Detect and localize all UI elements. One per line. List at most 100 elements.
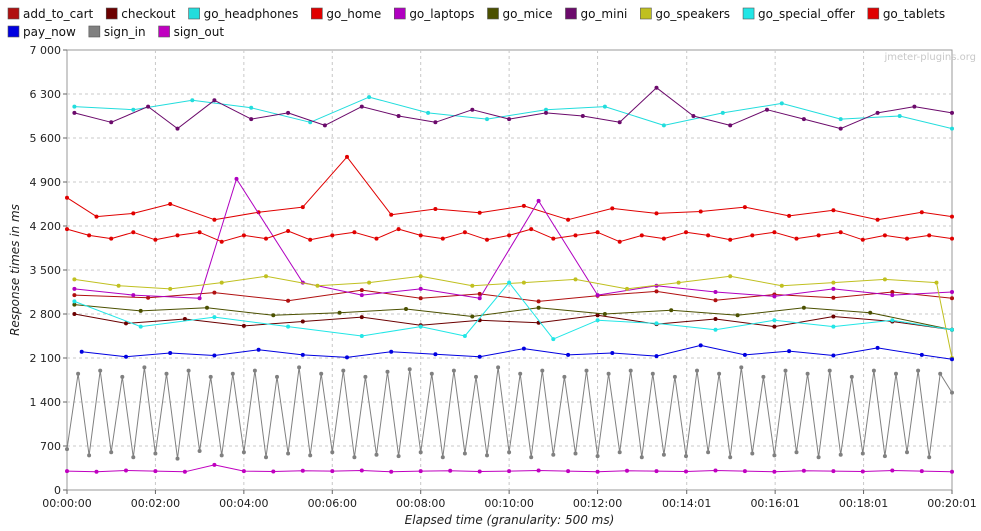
- data-point: [871, 368, 876, 373]
- data-point: [477, 210, 482, 215]
- data-point: [838, 126, 843, 131]
- data-point: [868, 310, 873, 315]
- data-point: [418, 233, 423, 238]
- data-point: [175, 233, 180, 238]
- data-point: [212, 290, 217, 295]
- data-point: [72, 277, 77, 282]
- data-point: [72, 293, 77, 298]
- data-point: [617, 239, 622, 244]
- data-point: [396, 454, 401, 459]
- data-point: [783, 368, 788, 373]
- series-go-laptops: [72, 176, 954, 301]
- data-point: [912, 104, 917, 109]
- data-point: [750, 451, 755, 456]
- series-line: [74, 282, 953, 340]
- data-point: [595, 313, 600, 318]
- data-point: [65, 227, 69, 232]
- data-point: [131, 230, 136, 235]
- series-go-home: [65, 154, 954, 222]
- data-point: [300, 319, 305, 324]
- data-point: [507, 280, 512, 285]
- data-point: [234, 176, 239, 181]
- data-point: [345, 355, 349, 360]
- data-point: [919, 210, 924, 215]
- data-point: [175, 126, 180, 131]
- data-point: [433, 120, 438, 125]
- legend-label: pay_now: [23, 25, 76, 39]
- data-point: [164, 371, 169, 376]
- data-point: [540, 368, 545, 373]
- legend-swatch: [311, 7, 323, 20]
- data-point: [580, 114, 585, 118]
- legend-label: go_tablets: [883, 7, 945, 21]
- data-point: [212, 315, 217, 320]
- data-point: [462, 230, 467, 235]
- data-point: [573, 277, 578, 282]
- data-point: [470, 283, 475, 288]
- x-tick-label: 00:16:01: [750, 497, 799, 510]
- data-point: [849, 374, 854, 379]
- series-go-speakers: [72, 274, 954, 360]
- data-point: [544, 110, 548, 115]
- data-point: [566, 469, 571, 474]
- data-point: [827, 368, 832, 373]
- legend-label: checkout: [121, 7, 176, 21]
- data-point: [212, 462, 217, 467]
- data-point: [124, 354, 128, 359]
- data-point: [801, 468, 806, 473]
- series-sign-out: [65, 462, 954, 474]
- data-point: [418, 469, 423, 474]
- data-point: [536, 305, 541, 310]
- series-go-mice: [72, 302, 954, 332]
- x-tick-label: 00:18:01: [839, 497, 888, 510]
- data-point: [197, 449, 202, 453]
- x-tick-label: 00:06:00: [308, 497, 357, 510]
- data-point: [87, 453, 92, 458]
- data-point: [212, 98, 217, 103]
- x-tick-label: 00:04:00: [219, 497, 268, 510]
- y-tick-label: 0: [54, 484, 61, 497]
- data-point: [617, 120, 622, 125]
- data-point: [698, 209, 703, 214]
- y-tick-label: 700: [40, 440, 61, 453]
- legend-swatch: [88, 25, 101, 38]
- data-point: [890, 290, 895, 294]
- legend-label: add_to_cart: [23, 7, 94, 21]
- data-point: [521, 346, 526, 351]
- legend-label: sign_in: [104, 25, 146, 39]
- data-point: [536, 299, 541, 304]
- data-point: [271, 313, 276, 318]
- data-point: [507, 450, 512, 455]
- data-point: [772, 230, 777, 235]
- data-point: [212, 353, 217, 358]
- data-point: [208, 374, 213, 379]
- data-point: [197, 230, 202, 235]
- data-point: [625, 286, 629, 291]
- x-axis-title: Elapsed time (granularity: 500 ms): [405, 513, 615, 527]
- series-go-mini: [72, 85, 954, 131]
- data-point: [94, 469, 99, 474]
- data-point: [507, 117, 512, 122]
- data-point: [319, 371, 324, 376]
- x-tick-label: 00:08:00: [396, 497, 445, 510]
- legend-item: sign_in: [88, 25, 146, 39]
- legend-swatch: [742, 7, 755, 20]
- data-point: [654, 85, 659, 90]
- data-point: [131, 211, 136, 216]
- data-point: [573, 233, 578, 238]
- data-point: [190, 98, 195, 103]
- data-point: [337, 310, 342, 315]
- data-point: [584, 368, 589, 373]
- data-point: [153, 469, 158, 474]
- data-point: [691, 114, 696, 118]
- data-point: [264, 236, 268, 241]
- data-point: [286, 324, 291, 329]
- data-point: [153, 237, 158, 242]
- legend-swatch: [7, 25, 20, 38]
- data-point: [805, 371, 810, 376]
- data-point: [94, 214, 99, 219]
- legend-item: go_special_offer: [742, 7, 855, 21]
- legend-swatch: [394, 7, 406, 20]
- data-point: [241, 233, 246, 238]
- data-point: [275, 374, 279, 379]
